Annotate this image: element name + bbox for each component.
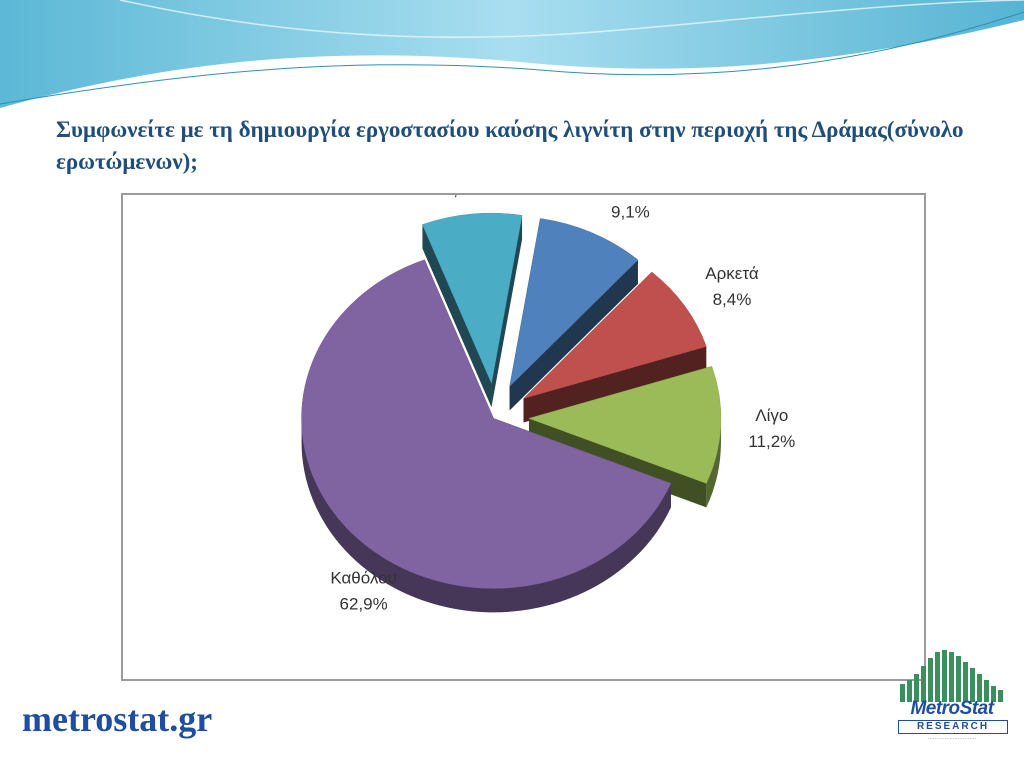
- pie-slice-Λίγο: [528, 366, 722, 484]
- slice-label-Αρκετά: Αρκετά: [705, 264, 759, 283]
- slice-value-Αρκετά: 8,4%: [713, 290, 752, 309]
- slice-value-Καθόλου: 62,9%: [340, 595, 388, 614]
- logo-tagline-line: ·····························: [927, 736, 977, 742]
- slice-rim-Λίγο-0: [706, 418, 721, 508]
- pie-slice-Αδιάφορο: [422, 212, 523, 385]
- metrostat-logo: MetroStat RESEARCH ·····················…: [888, 646, 1018, 764]
- pie-slice-Καθόλου: [301, 259, 672, 589]
- slice-value-Πολύ: 9,1%: [611, 203, 650, 222]
- slice-label-Λίγο: Λίγο: [755, 406, 788, 425]
- slice-side-Πολύ-1: [509, 259, 638, 411]
- slice-side-Αδιάφορο-1: [491, 215, 523, 408]
- logo-bars-icon: [900, 650, 1003, 702]
- slice-side-Αρκετά-1: [523, 346, 707, 423]
- slice-value-Λίγο: 11,2%: [748, 432, 795, 451]
- slice-label-Καθόλου: Καθόλου: [330, 569, 397, 588]
- slice-side-Αδιάφορο-0: [422, 224, 492, 408]
- header-wave-decoration: [0, 0, 1024, 114]
- footer-site-link[interactable]: metrostat.gr: [22, 699, 213, 739]
- logo-sub-text: RESEARCH: [898, 720, 1008, 734]
- slice-label-Πολύ: Πολύ: [611, 195, 650, 196]
- pie-slice-Πολύ: [509, 218, 639, 388]
- pie-slice-Αρκετά: [523, 271, 707, 399]
- pie-chart: Πολύ9,1%Αρκετά8,4%Λίγο11,2%Καθόλου62,9%Α…: [301, 195, 795, 614]
- slice-value-Αδιάφορο: 8,4%: [444, 195, 483, 199]
- slide-title: Συμφωνείτε με τη δημιουργία εργοστασίου …: [56, 117, 964, 174]
- pie-chart-frame: Πολύ9,1%Αρκετά8,4%Λίγο11,2%Καθόλου62,9%Α…: [121, 193, 926, 681]
- logo-brand-text: MetroStat: [910, 698, 994, 719]
